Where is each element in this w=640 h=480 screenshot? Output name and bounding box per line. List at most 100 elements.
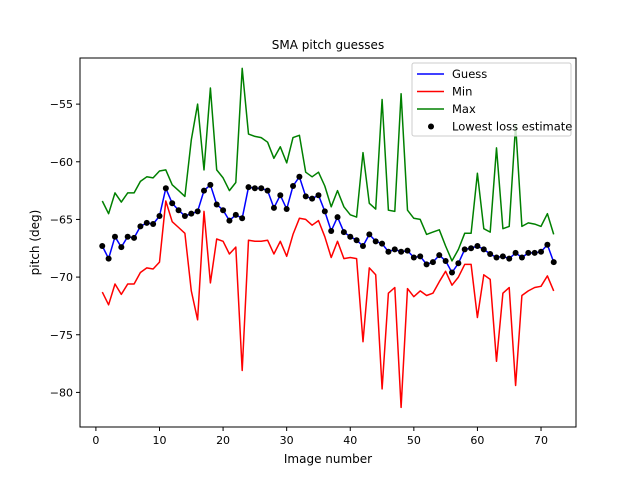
- estimate-point: [309, 195, 316, 202]
- estimate-point: [398, 248, 405, 255]
- estimate-point: [315, 192, 322, 199]
- estimate-point: [518, 254, 525, 261]
- x-tick-label: 50: [407, 434, 421, 447]
- estimate-point: [436, 252, 443, 259]
- estimate-point: [550, 259, 557, 266]
- estimate-point: [474, 242, 481, 249]
- estimate-point: [302, 193, 309, 200]
- estimate-point: [181, 212, 188, 219]
- x-axis-label: Image number: [284, 452, 372, 466]
- x-tick-label: 0: [92, 434, 99, 447]
- estimate-point: [493, 254, 500, 261]
- estimate-point: [162, 185, 169, 192]
- estimate-point: [455, 260, 462, 267]
- y-tick-label: −55: [50, 98, 73, 111]
- estimate-point: [372, 238, 379, 245]
- estimate-point: [156, 212, 163, 219]
- x-tick-label: 40: [343, 434, 357, 447]
- estimate-point: [131, 234, 138, 241]
- estimate-point: [283, 206, 290, 213]
- estimate-point: [487, 251, 494, 258]
- x-axis: 0 10 20 30 40 50 60 70: [92, 427, 548, 447]
- estimate-point: [239, 215, 246, 222]
- estimate-point: [531, 249, 538, 256]
- estimate-point: [347, 233, 354, 240]
- estimate-point: [150, 221, 157, 228]
- estimate-point: [264, 187, 271, 194]
- estimate-point: [340, 229, 347, 236]
- chart-title: SMA pitch guesses: [272, 38, 384, 52]
- estimate-point: [429, 259, 436, 266]
- estimate-point: [334, 214, 341, 221]
- estimate-point: [366, 231, 373, 238]
- estimate-point: [251, 185, 258, 192]
- estimate-point: [124, 233, 131, 240]
- estimate-point: [290, 182, 297, 189]
- y-axis: −80 −75 −70 −65 −60 −55: [50, 98, 80, 399]
- estimate-point: [480, 246, 487, 253]
- estimate-point: [538, 248, 545, 255]
- x-tick-label: 10: [152, 434, 166, 447]
- y-tick-label: −75: [50, 329, 73, 342]
- estimate-point: [201, 187, 207, 194]
- estimate-point: [194, 208, 201, 215]
- estimate-point: [328, 227, 335, 234]
- estimate-point: [105, 255, 112, 262]
- y-tick-label: −60: [50, 156, 73, 169]
- estimate-point: [544, 241, 551, 248]
- estimate-point: [359, 242, 366, 249]
- estimate-point: [506, 255, 513, 262]
- estimate-point: [423, 261, 430, 268]
- estimate-point: [175, 207, 182, 214]
- legend-label: Max: [452, 102, 476, 116]
- estimate-point: [442, 257, 449, 264]
- estimate-point: [461, 246, 468, 253]
- estimate-point: [220, 207, 227, 214]
- estimate-point: [353, 237, 360, 244]
- estimate-point: [404, 247, 411, 254]
- x-tick-label: 30: [280, 434, 294, 447]
- estimate-point: [296, 173, 303, 180]
- legend-label: Guess: [452, 67, 487, 81]
- estimate-point: [391, 246, 398, 253]
- estimate-point: [385, 248, 392, 255]
- legend-label: Min: [452, 85, 472, 99]
- x-tick-label: 70: [534, 434, 548, 447]
- estimate-point: [232, 211, 239, 218]
- y-axis-label: pitch (deg): [28, 210, 42, 276]
- estimate-point: [512, 249, 519, 256]
- estimate-point: [245, 184, 252, 191]
- estimate-point: [213, 201, 220, 208]
- estimate-point: [118, 244, 125, 251]
- series-line-max: [101, 67, 555, 262]
- estimate-point: [258, 185, 265, 192]
- estimate-point: [410, 254, 417, 261]
- y-tick-label: −70: [50, 271, 73, 284]
- estimate-point: [417, 253, 424, 260]
- estimate-point: [143, 219, 150, 226]
- estimate-point: [321, 208, 328, 215]
- x-tick-label: 60: [470, 434, 484, 447]
- estimate-point: [226, 217, 233, 224]
- plot-area: [99, 67, 557, 409]
- estimate-point: [379, 240, 386, 247]
- estimate-point: [449, 269, 455, 276]
- y-tick-label: −65: [50, 213, 73, 226]
- legend-box: [411, 62, 572, 137]
- series-line-min: [101, 200, 555, 409]
- estimate-point: [525, 249, 532, 256]
- estimate-point: [499, 253, 506, 260]
- estimate-point: [169, 200, 176, 207]
- legend-marker: [428, 123, 434, 130]
- estimate-point: [277, 192, 284, 199]
- legend-label: Lowest loss estimate: [452, 120, 572, 134]
- estimate-point: [188, 210, 195, 217]
- estimate-point: [99, 242, 106, 249]
- estimate-point: [468, 245, 475, 252]
- y-tick-label: −80: [50, 386, 73, 399]
- legend: Guess Min Max Lowest loss estimate: [411, 62, 572, 137]
- estimate-point: [270, 204, 277, 211]
- estimate-point: [111, 233, 118, 240]
- estimate-point: [137, 223, 144, 230]
